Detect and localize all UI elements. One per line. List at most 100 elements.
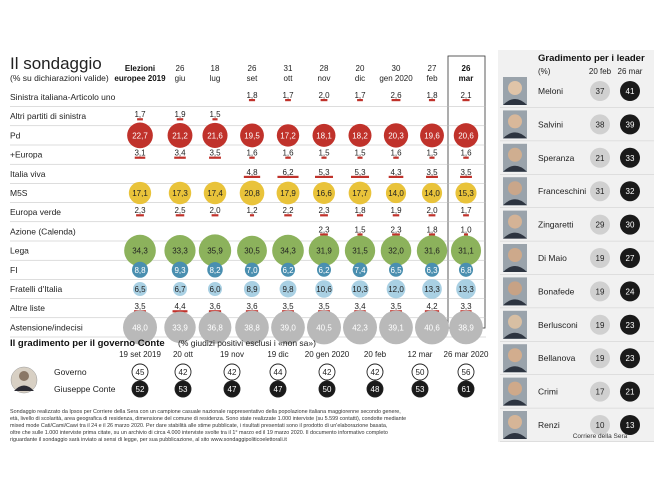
- gov-column-header: 20 ott: [173, 350, 194, 359]
- leader-portrait-body: [503, 199, 527, 206]
- footer-note-2: età, livello di scolarità, area geografi…: [10, 416, 406, 422]
- value-bar: [463, 214, 469, 217]
- leader-value-bubble: [590, 147, 610, 168]
- gov-value-bubble: [366, 363, 384, 381]
- value-label: 1,6: [390, 149, 402, 158]
- value-bar: [350, 175, 370, 178]
- value-label: 2,3: [390, 225, 402, 234]
- value-bubble: [415, 310, 449, 345]
- value-label: 5,3: [354, 168, 366, 177]
- value-bubble: [239, 180, 265, 206]
- value-label: 12,0: [388, 285, 404, 294]
- value-bubble: [422, 279, 442, 299]
- value-label: 6,5: [134, 285, 146, 294]
- value-label: 19,5: [244, 131, 260, 140]
- value-bubble: [123, 310, 157, 345]
- conte-portrait-body: [14, 385, 34, 391]
- value-label: 4,2: [426, 302, 438, 311]
- leader-value-bubble: [590, 381, 610, 402]
- value-bar: [321, 156, 327, 159]
- leader-value-bubble: [590, 314, 610, 335]
- column-header-bottom: gen 2020: [379, 74, 413, 83]
- value-bubble: [421, 182, 443, 204]
- leader-value-bubble: [590, 281, 610, 302]
- leader-portrait-face: [508, 214, 522, 229]
- value-bubble: [124, 234, 156, 267]
- leader-value-label: 23: [626, 321, 635, 330]
- gov-value-label: 50: [323, 385, 332, 394]
- page-subtitle: (% su dichiarazioni valide): [10, 73, 109, 83]
- leader-value-label: 27: [626, 254, 635, 263]
- value-bubble: [198, 311, 232, 344]
- value-bubble: [164, 311, 196, 344]
- column-header-bottom: set: [247, 74, 258, 83]
- value-bar: [137, 118, 143, 121]
- value-label: 1,5: [354, 149, 366, 158]
- value-bar: [320, 214, 328, 217]
- value-label: 2,6: [390, 91, 402, 100]
- gov-value-bubble: [131, 363, 149, 381]
- leader-value-bubble: [620, 314, 640, 335]
- value-bar: [249, 156, 255, 159]
- value-label: 3,6: [246, 302, 258, 311]
- leader-value-label: 10: [596, 421, 605, 430]
- leader-portrait-face: [508, 281, 522, 296]
- value-bubble: [343, 310, 377, 345]
- value-bar: [460, 175, 472, 178]
- leader-value-label: 19: [596, 287, 605, 296]
- party-label: Fratelli d'Italia: [10, 284, 62, 294]
- value-bubble: [449, 310, 483, 345]
- gov-column-header: 19 dic: [267, 350, 288, 359]
- value-bar: [388, 175, 404, 178]
- value-label: 33,9: [172, 323, 188, 332]
- value-label: 1,5: [209, 110, 221, 119]
- column-header-top: 26: [176, 64, 185, 73]
- value-label: 1,7: [282, 91, 294, 100]
- value-label: 17,4: [207, 189, 223, 198]
- value-label: 1,9: [390, 206, 402, 215]
- value-bar: [392, 214, 400, 217]
- value-bar: [136, 214, 144, 217]
- column-header-bottom: mar: [459, 74, 474, 83]
- gov-title: Il gradimento per il governo Conte: [10, 338, 165, 349]
- value-bubble: [352, 262, 368, 278]
- leader-value-label: 32: [626, 187, 635, 196]
- value-bar: [392, 233, 400, 236]
- value-label: 3,4: [354, 302, 366, 311]
- value-label: 20,6: [458, 131, 474, 140]
- gov-value-label: 53: [416, 385, 425, 394]
- value-bar: [463, 156, 469, 159]
- leader-value-label: 19: [596, 354, 605, 363]
- value-label: 20,8: [244, 189, 260, 198]
- gov-value-label: 56: [462, 368, 471, 377]
- gov-column-header: 12 mar: [408, 350, 433, 359]
- value-label: 1,5: [318, 149, 330, 158]
- leader-portrait-body: [503, 366, 527, 373]
- value-bubble: [307, 310, 341, 345]
- footer-note-4: oltre che sulle 1.000 interviste prima c…: [10, 430, 388, 436]
- value-label: 6,0: [209, 285, 221, 294]
- value-label: 2,0: [318, 91, 330, 100]
- leader-value-bubble: [590, 114, 610, 135]
- value-bar: [249, 214, 255, 217]
- value-label: 2,3: [134, 206, 146, 215]
- value-bubble: [203, 181, 227, 205]
- value-bar: [320, 233, 328, 236]
- value-label: 38,9: [458, 323, 474, 332]
- column-header-top: 26: [462, 64, 471, 73]
- value-bar: [277, 175, 299, 178]
- value-bubble: [207, 262, 223, 278]
- value-bubble: [348, 181, 372, 205]
- gov-value-label: 47: [274, 385, 283, 394]
- value-label: 1,7: [354, 91, 366, 100]
- leader-portrait-body: [503, 232, 527, 239]
- value-label: 4,8: [246, 168, 258, 177]
- value-label: 21,2: [172, 131, 188, 140]
- leader-value-bubble: [590, 348, 610, 369]
- value-label: 1,6: [460, 149, 472, 158]
- party-label: Astensione/indecisi: [10, 322, 83, 332]
- leader-value-label: 29: [596, 221, 605, 230]
- footer-note-5: riguardante il sondaggio sarà inviato ai…: [10, 437, 287, 443]
- value-label: 6,3: [426, 266, 438, 275]
